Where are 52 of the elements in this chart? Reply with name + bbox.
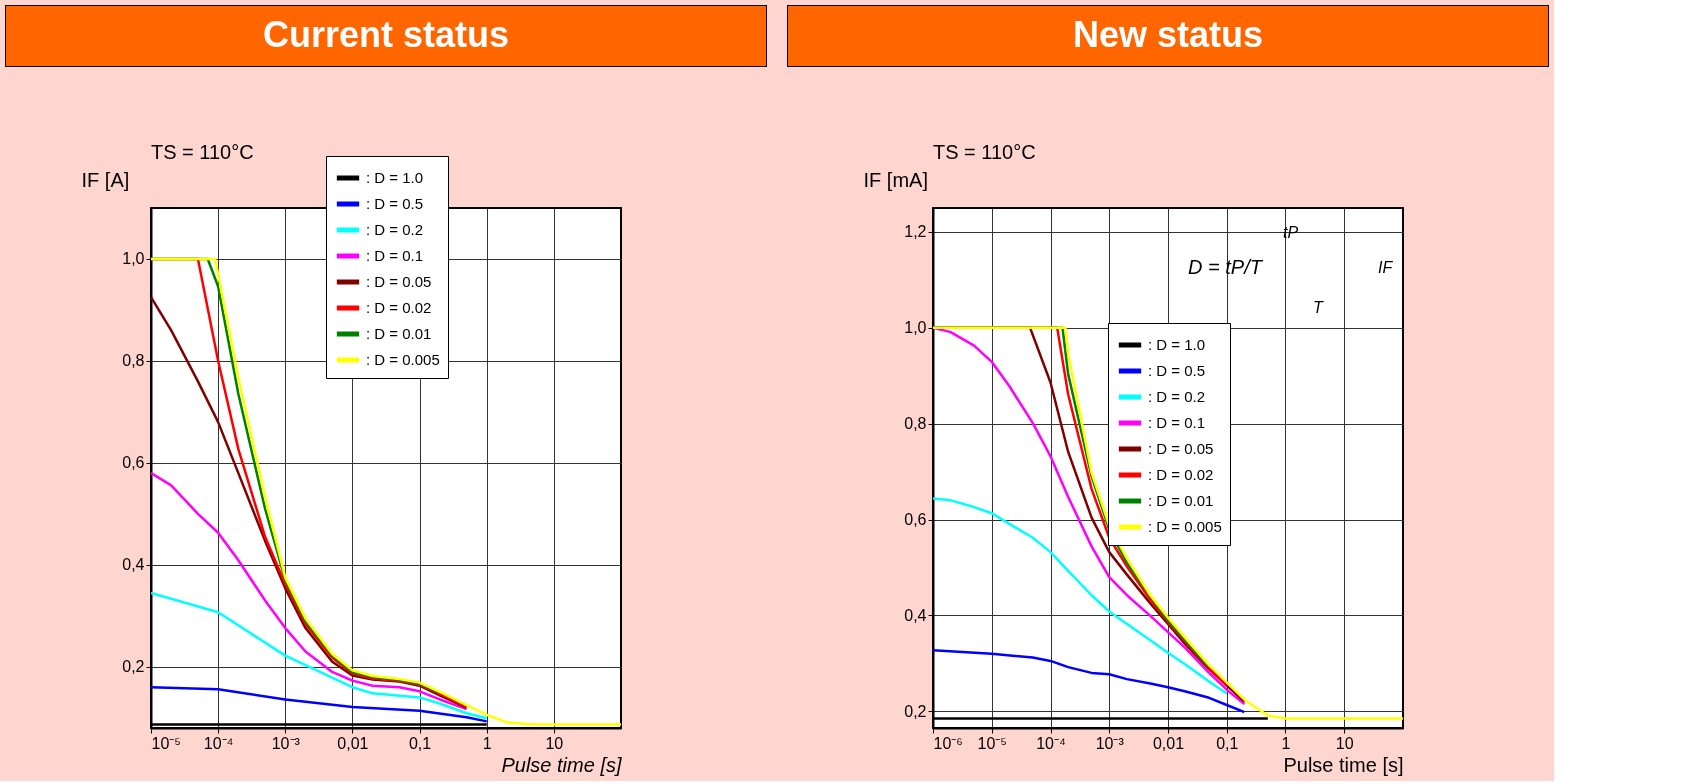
x-tick-label: 1 xyxy=(482,734,492,752)
x-tick-label: 10⁻⁵ xyxy=(151,734,181,752)
legend-label: : D = 0.1 xyxy=(366,247,424,264)
legend-label: : D = 0.2 xyxy=(1148,388,1206,405)
x-tick-label: 1 xyxy=(1281,734,1291,752)
x-tick-label: 10⁻³ xyxy=(1095,734,1125,752)
legend-label: : D = 0.02 xyxy=(366,299,432,316)
legend-label: : D = 0.01 xyxy=(1148,492,1214,509)
y-tick-label: 0,2 xyxy=(122,658,145,676)
x-tick-label: 10⁻⁴ xyxy=(203,734,234,752)
legend-label: : D = 0.5 xyxy=(366,195,424,212)
legend-label: : D = 1.0 xyxy=(366,169,424,186)
legend-label: : D = 0.005 xyxy=(366,351,440,368)
x-tick-label: 0,01 xyxy=(1152,734,1185,752)
legend-label: : D = 0.01 xyxy=(366,325,432,342)
y-tick-label: 0,6 xyxy=(122,454,145,472)
x-tick-label: 10⁻⁵ xyxy=(977,734,1007,752)
x-tick-label: 10⁻⁶ xyxy=(933,734,963,752)
x-tick-label: 10 xyxy=(1335,734,1354,752)
y-tick-label: 0,4 xyxy=(122,556,145,574)
y-axis-title: IF [A] xyxy=(81,168,130,191)
legend-label: : D = 0.1 xyxy=(1148,414,1206,431)
legend-label: : D = 1.0 xyxy=(1148,336,1206,353)
text: TS = 110°C xyxy=(933,141,1036,163)
x-tick-label: 10⁻⁴ xyxy=(1036,734,1066,752)
x-axis-title: Pulse time [s] xyxy=(1283,753,1404,776)
x-axis-title: Pulse time [s] xyxy=(501,753,622,776)
legend-label: : D = 0.005 xyxy=(1148,518,1222,535)
x-tick-label: 0,1 xyxy=(1216,734,1239,752)
legend-label: : D = 0.5 xyxy=(1148,362,1206,379)
y-tick-label: 0,2 xyxy=(904,702,927,720)
annotation: T xyxy=(1313,299,1324,316)
x-tick-label: 10 xyxy=(545,734,564,752)
y-axis-title: IF [mA] xyxy=(863,168,928,191)
y-tick-label: 0,4 xyxy=(904,606,927,624)
annotation: IF xyxy=(1378,259,1394,276)
x-tick-label: 0,01 xyxy=(337,734,369,752)
legend-label: : D = 0.02 xyxy=(1148,466,1214,483)
x-tick-label: 0,1 xyxy=(408,734,432,752)
y-tick-label: 1,0 xyxy=(904,319,927,337)
text: TS = 110°C xyxy=(151,141,254,163)
chart-title: Current status xyxy=(262,14,510,55)
legend-label: : D = 0.05 xyxy=(366,273,432,290)
y-tick-label: 1,0 xyxy=(122,250,145,268)
y-tick-label: 0,6 xyxy=(904,511,927,529)
legend-label: : D = 0.05 xyxy=(1148,440,1214,457)
chart-title: New status xyxy=(1072,14,1264,55)
y-tick-label: 0,8 xyxy=(122,352,145,370)
x-tick-label: 10⁻³ xyxy=(271,734,301,752)
y-tick-label: 1,2 xyxy=(904,223,927,241)
legend-label: : D = 0.2 xyxy=(366,221,424,238)
y-tick-label: 0,8 xyxy=(904,415,927,433)
